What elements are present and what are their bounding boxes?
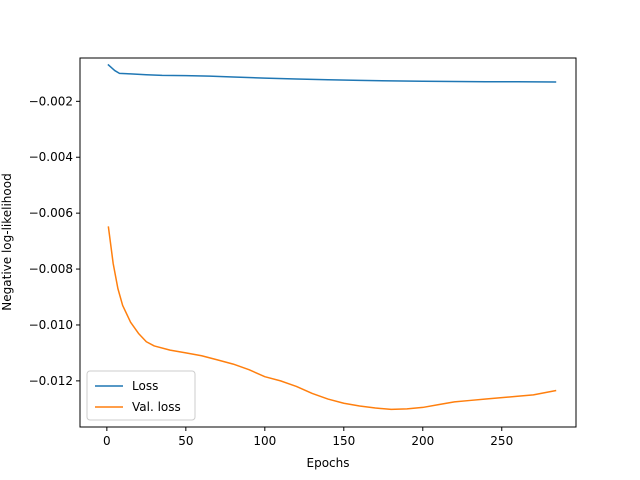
y-axis-ticks: −0.002 −0.004 −0.006 −0.008 −0.010 −0.012 bbox=[29, 94, 80, 388]
legend: Loss Val. loss bbox=[86, 370, 196, 421]
y-axis-label: Negative log-likelihood bbox=[0, 173, 14, 310]
y-tick-label: −0.006 bbox=[29, 206, 73, 220]
x-tick-label: 50 bbox=[178, 434, 193, 448]
series-line-2 bbox=[107, 226, 557, 411]
x-axis-label: Epochs bbox=[307, 456, 350, 470]
y-tick-label: −0.010 bbox=[29, 318, 73, 332]
series-line-1 bbox=[107, 63, 557, 83]
legend-label: Val. loss bbox=[132, 400, 181, 414]
plot-area bbox=[80, 58, 576, 427]
x-tick-label: 200 bbox=[411, 434, 434, 448]
x-tick-label: 0 bbox=[103, 434, 111, 448]
x-tick-label: 250 bbox=[490, 434, 513, 448]
y-tick-label: −0.012 bbox=[29, 374, 73, 388]
series-layer bbox=[107, 63, 557, 411]
y-tick-label: −0.002 bbox=[29, 94, 73, 108]
x-tick-label: 100 bbox=[253, 434, 276, 448]
legend-label: Loss bbox=[132, 379, 158, 393]
x-tick-label: 150 bbox=[332, 434, 355, 448]
y-tick-label: −0.008 bbox=[29, 262, 73, 276]
plot-frame bbox=[79, 57, 577, 428]
y-tick-label: −0.004 bbox=[29, 150, 73, 164]
x-axis-ticks: 0 50 100 150 200 250 bbox=[103, 427, 513, 448]
